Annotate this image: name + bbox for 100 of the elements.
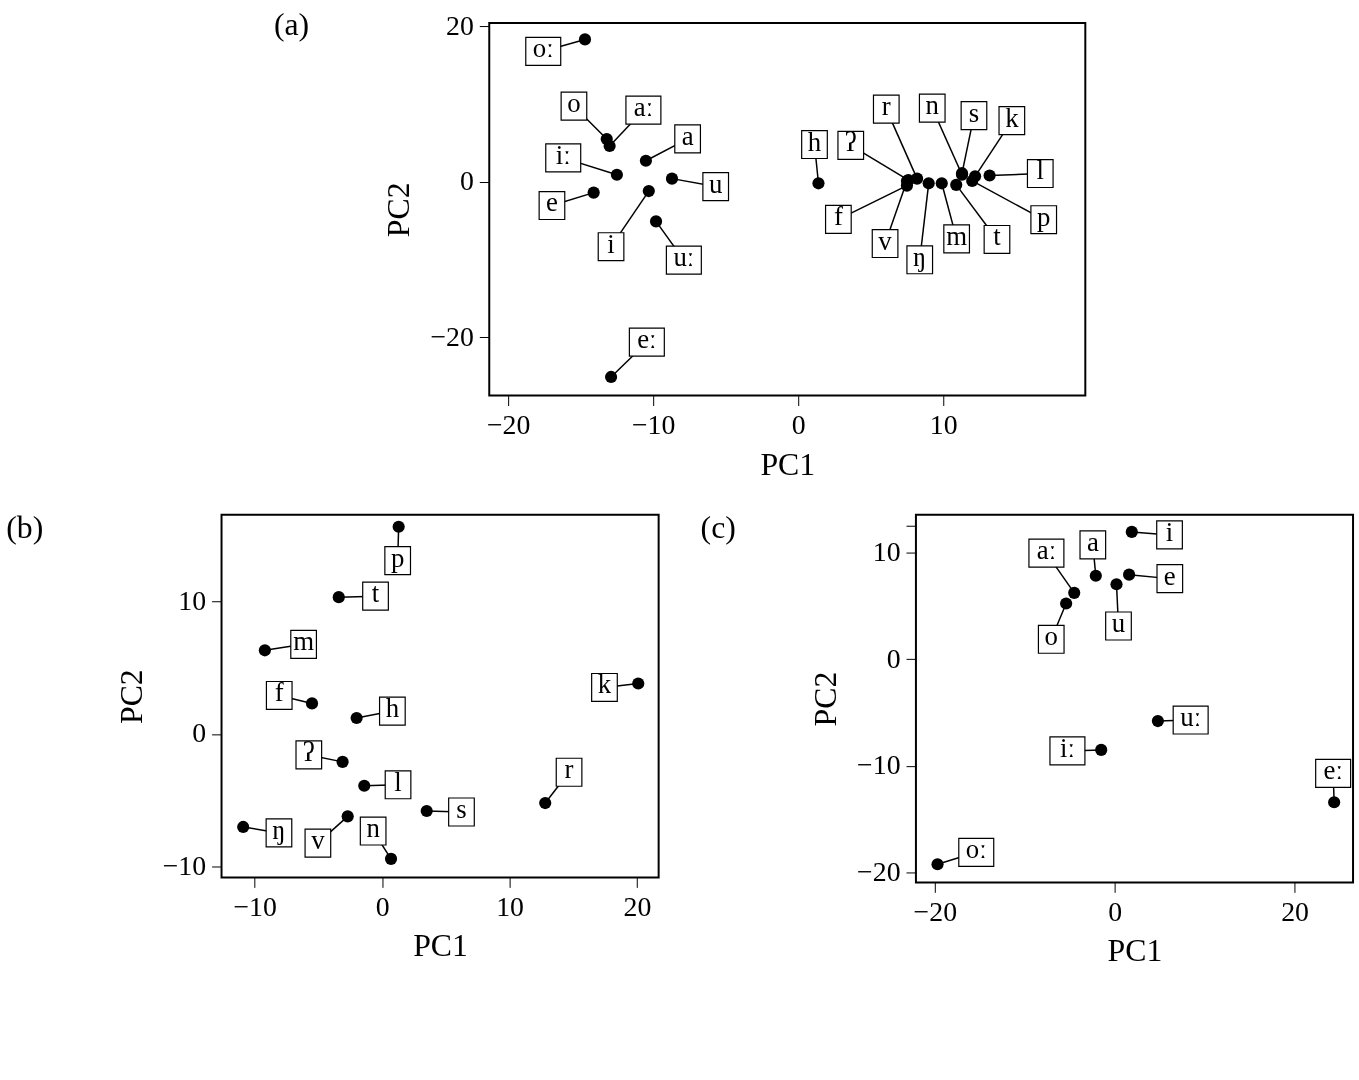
data-label: v: [311, 825, 326, 856]
data-label: t: [371, 578, 380, 609]
y-tick-label: −10: [857, 749, 901, 781]
point: [336, 755, 349, 768]
x-tick-label: 10: [929, 408, 958, 440]
data-label: m: [946, 220, 968, 251]
point: [812, 177, 825, 190]
y-tick-label: −20: [430, 320, 474, 352]
data-label: aː: [1036, 535, 1057, 566]
point: [642, 185, 655, 198]
data-label: ŋ: [272, 814, 286, 845]
data-label: v: [878, 225, 893, 256]
point: [983, 169, 996, 182]
data-label: a: [1086, 526, 1099, 557]
point: [1125, 525, 1138, 538]
x-tick-label: 20: [1281, 895, 1309, 927]
point: [931, 858, 944, 871]
point: [341, 810, 354, 823]
point: [603, 139, 616, 153]
point: [332, 591, 345, 604]
data-label: k: [1005, 102, 1020, 133]
x-tick-label: 10: [496, 890, 524, 922]
data-label: u: [1111, 607, 1126, 638]
x-axis-title: PC1: [413, 928, 468, 964]
point: [384, 852, 398, 865]
data-label: e: [1163, 560, 1176, 591]
y-tick-label: 10: [178, 584, 207, 616]
data-label: p: [1037, 201, 1051, 232]
point: [420, 804, 433, 818]
y-tick-label: −10: [162, 850, 207, 882]
point: [578, 33, 592, 46]
point: [1060, 597, 1073, 610]
data-label: iː: [1059, 732, 1075, 763]
point: [1151, 714, 1164, 728]
y-tick-label: 0: [459, 165, 474, 197]
data-label: s: [456, 793, 467, 824]
x-tick-label: 20: [623, 890, 652, 922]
y-axis-title: PC2: [113, 669, 149, 724]
x-tick-label: 0: [375, 890, 390, 922]
point: [350, 711, 363, 725]
point: [966, 174, 979, 188]
data-label: h: [807, 126, 822, 157]
y-axis-title: PC2: [808, 671, 844, 727]
data-label: f: [274, 677, 284, 708]
point: [1110, 578, 1123, 591]
point: [587, 186, 600, 199]
x-tick-label: −10: [233, 890, 277, 922]
point: [258, 644, 271, 657]
data-label: o: [1044, 621, 1058, 652]
point: [605, 370, 618, 384]
data-label: o: [567, 88, 581, 119]
x-tick-label: −20: [486, 408, 531, 440]
x-tick-label: 0: [1108, 895, 1123, 927]
point: [237, 820, 250, 834]
chart-title: (a): [273, 7, 310, 43]
x-tick-label: 0: [791, 408, 806, 440]
data-label: aː: [633, 92, 654, 123]
data-label: i: [1165, 516, 1174, 547]
y-tick-label: −20: [857, 856, 901, 888]
data-label: n: [925, 90, 939, 121]
point: [610, 168, 623, 181]
point: [922, 177, 935, 190]
data-label: i: [607, 228, 615, 259]
point: [305, 697, 319, 710]
data-label: oː: [532, 33, 554, 64]
point: [950, 178, 963, 191]
x-tick-label: −10: [631, 408, 676, 440]
point: [1089, 569, 1102, 582]
point: [1095, 743, 1108, 756]
point: [1328, 796, 1341, 809]
point: [1068, 586, 1081, 599]
point: [911, 172, 924, 185]
data-label: m: [293, 626, 315, 657]
data-label: f: [833, 201, 843, 232]
data-label: h: [385, 693, 400, 724]
y-tick-label: 0: [192, 717, 207, 749]
point: [1123, 568, 1136, 581]
y-tick-label: 10: [872, 535, 901, 567]
data-label: u: [709, 168, 723, 199]
data-label: r: [881, 91, 891, 122]
data-label: eː: [1323, 755, 1343, 786]
data-label: r: [564, 754, 574, 785]
y-axis-title: PC2: [381, 182, 417, 238]
data-label: n: [366, 812, 380, 843]
point: [539, 796, 552, 810]
data-label: a: [681, 120, 694, 151]
data-label: l: [394, 766, 402, 797]
point: [935, 177, 948, 190]
data-label: eː: [637, 324, 657, 355]
data-label: ŋ: [913, 241, 927, 272]
chart-title: (c): [700, 509, 736, 545]
data-label: t: [993, 221, 1002, 252]
x-axis-title: PC1: [1107, 933, 1163, 969]
point: [632, 677, 645, 690]
data-label: uː: [1180, 702, 1202, 733]
data-label: p: [390, 542, 405, 573]
data-label: l: [1036, 155, 1044, 186]
x-axis-title: PC1: [760, 446, 816, 482]
y-tick-label: 20: [446, 9, 474, 41]
data-label: ʔ: [302, 736, 315, 767]
